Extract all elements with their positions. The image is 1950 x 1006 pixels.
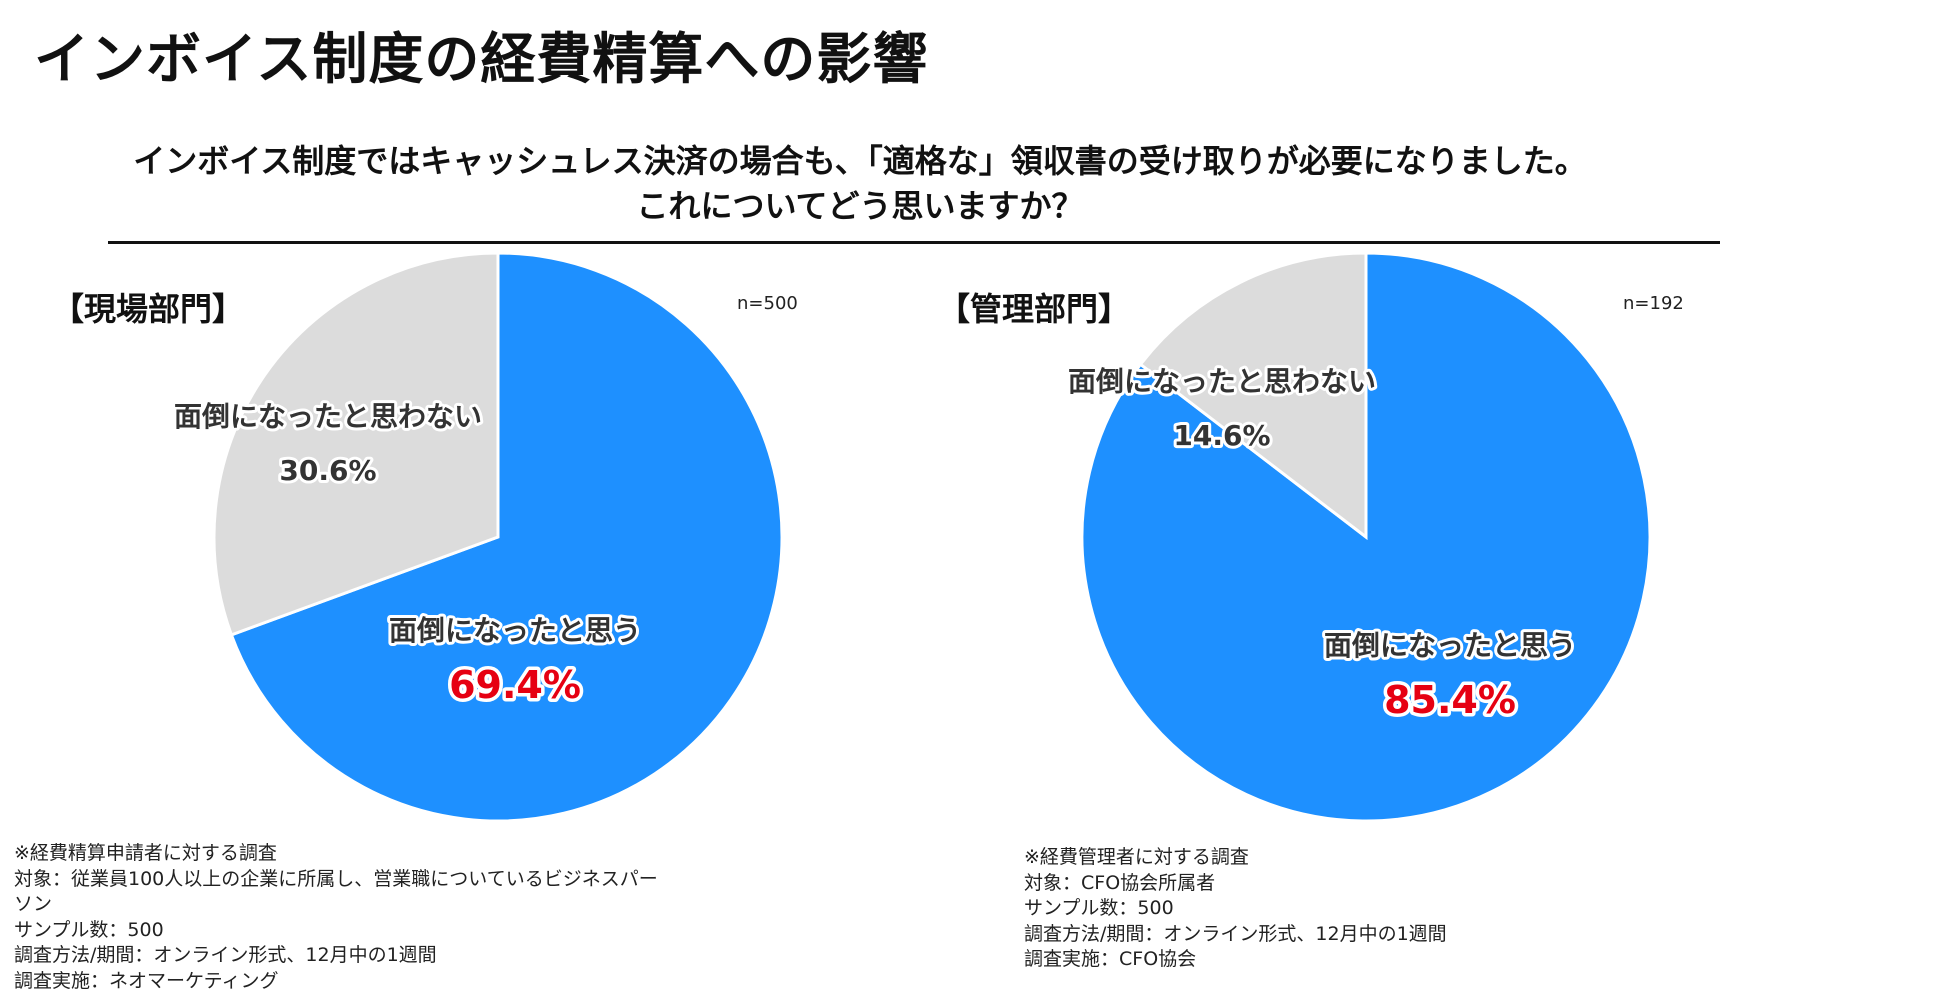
note-line: 調査方法/期間：オンライン形式、12月中の1週間 [1024, 922, 1447, 945]
note-line: 対象：CFO協会所属者 [1024, 871, 1216, 894]
page-title: インボイス制度の経費精算への影響 [34, 27, 929, 91]
slice-percent-label: 14.6% [1173, 419, 1270, 452]
note-line: 調査実施：CFO協会 [1024, 948, 1197, 970]
sample-size-field: n=500 [737, 293, 798, 314]
pie-slice [1138, 251, 1368, 541]
note-line: 対象：従業員100人以上の企業に所属し、営業職についているビジネスパー [14, 867, 658, 890]
slice-percent-label: 30.6% [279, 454, 376, 487]
slice-category-label: 面倒になったと思わない [1068, 365, 1376, 398]
note-line: サンプル数：500 [1024, 897, 1174, 919]
pie-slice [229, 251, 784, 823]
note-line: ※経費管理者に対する調査 [1024, 846, 1249, 868]
survey-question-line-2: これについてどう思いますか？ [636, 187, 1084, 225]
note-line: 調査方法/期間：オンライン形式、12月中の1週間 [14, 944, 437, 966]
pie-slice [212, 251, 500, 637]
divider [108, 241, 1720, 244]
slice-percent-label: 69.4% [449, 663, 581, 707]
pie-chart-admin: 面倒になったと思う 85.4% 面倒になったと思わない 14.6% [1065, 251, 1652, 823]
note-line: ソン [14, 893, 53, 915]
sample-size-admin: n=192 [1623, 293, 1684, 314]
slice-category-label: 面倒になったと思う [1324, 629, 1576, 662]
note-line: ※経費精算申請者に対する調査 [14, 842, 277, 864]
note-line: サンプル数：500 [14, 918, 164, 941]
survey-question-line-1: インボイス制度ではキャッシュレス決済の場合も、「適格な」領収書の受け取りが必要に… [133, 142, 1587, 180]
slice-percent-label: 85.4% [1384, 678, 1516, 722]
panel-title-field: 【現場部門】 [52, 290, 245, 328]
panel-title-admin: 【管理部門】 [938, 290, 1131, 328]
slice-category-label: 面倒になったと思わない [174, 400, 482, 433]
pie-chart-field: 面倒になったと思う 69.4% 面倒になったと思わない 30.6% [171, 251, 784, 823]
survey-notes-admin: ※経費管理者に対する調査 対象：CFO協会所属者 サンプル数：500 調査方法/… [1024, 845, 1447, 973]
note-line: 調査実施：ネオマーケティング [14, 969, 279, 992]
slice-category-label: 面倒になったと思う [389, 614, 641, 647]
survey-notes-field: ※経費精算申請者に対する調査 対象：従業員100人以上の企業に所属し、営業職につ… [14, 841, 658, 994]
